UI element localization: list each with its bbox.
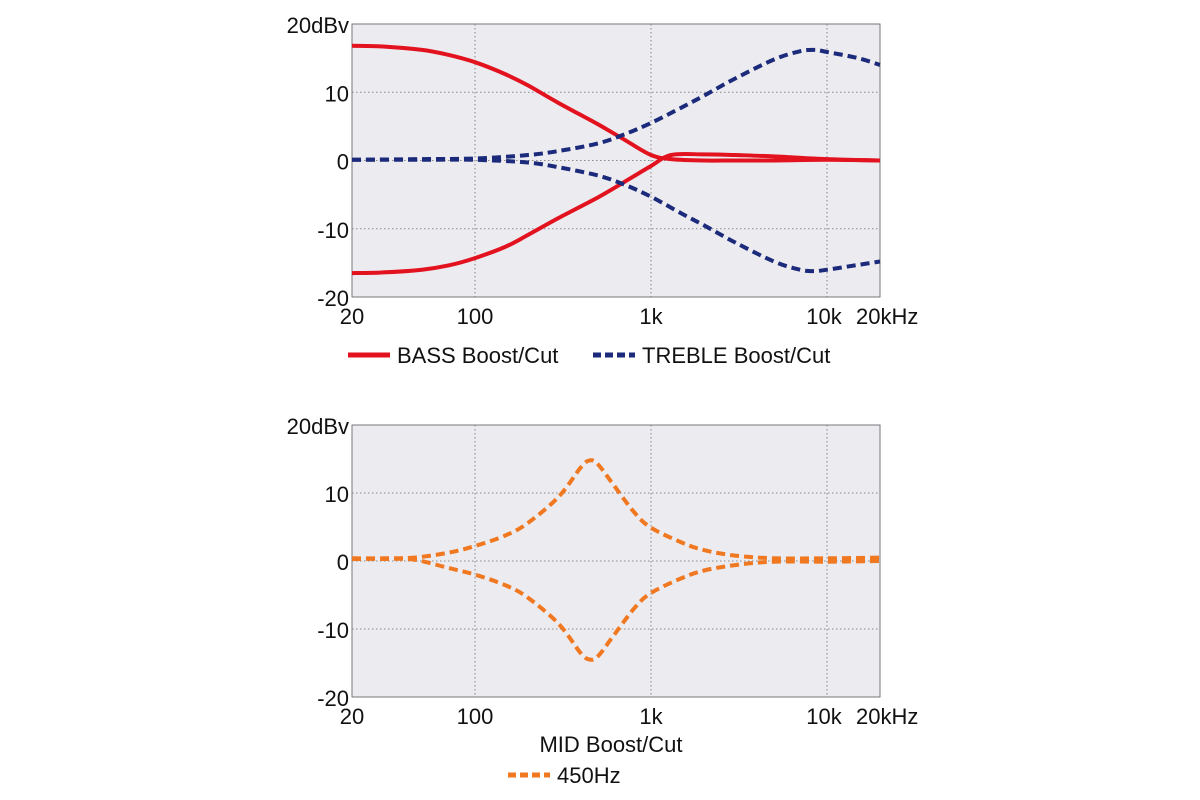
y-tick-label: 10	[325, 482, 349, 507]
x-tick-label: 100	[457, 304, 494, 329]
series-line	[351, 43, 881, 163]
series-line	[351, 151, 881, 276]
series-line	[351, 458, 881, 561]
y-tick-label: 0	[337, 550, 349, 575]
x-tick-label: 1k	[639, 304, 663, 329]
y-tick-label: 20dBv	[287, 414, 349, 439]
x-tick-label: 20kHz	[856, 704, 918, 729]
legend-label: BASS Boost/Cut	[397, 343, 558, 368]
x-tick-label: 20	[340, 304, 364, 329]
y-tick-label: 20dBv	[287, 13, 349, 38]
x-tick-label: 100	[457, 704, 494, 729]
series-line	[351, 556, 881, 662]
y-tick-label: -20	[317, 286, 349, 311]
y-tick-label: -10	[317, 618, 349, 643]
series-line	[351, 47, 881, 162]
legend-label: 450Hz	[557, 763, 621, 788]
y-tick-label: 10	[325, 81, 349, 106]
x-tick-label: 1k	[639, 704, 663, 729]
x-tick-label: 20	[340, 704, 364, 729]
series-line	[352, 157, 881, 274]
y-tick-label: -20	[317, 686, 349, 711]
x-tick-label: 10k	[806, 704, 842, 729]
y-tick-label: 0	[337, 150, 349, 175]
legend-label: TREBLE Boost/Cut	[642, 343, 830, 368]
plot-frame	[351, 424, 881, 698]
legend-title: MID Boost/Cut	[539, 732, 682, 757]
x-tick-label: 10k	[806, 304, 842, 329]
x-tick-label: 20kHz	[856, 304, 918, 329]
y-tick-label: -10	[317, 218, 349, 243]
